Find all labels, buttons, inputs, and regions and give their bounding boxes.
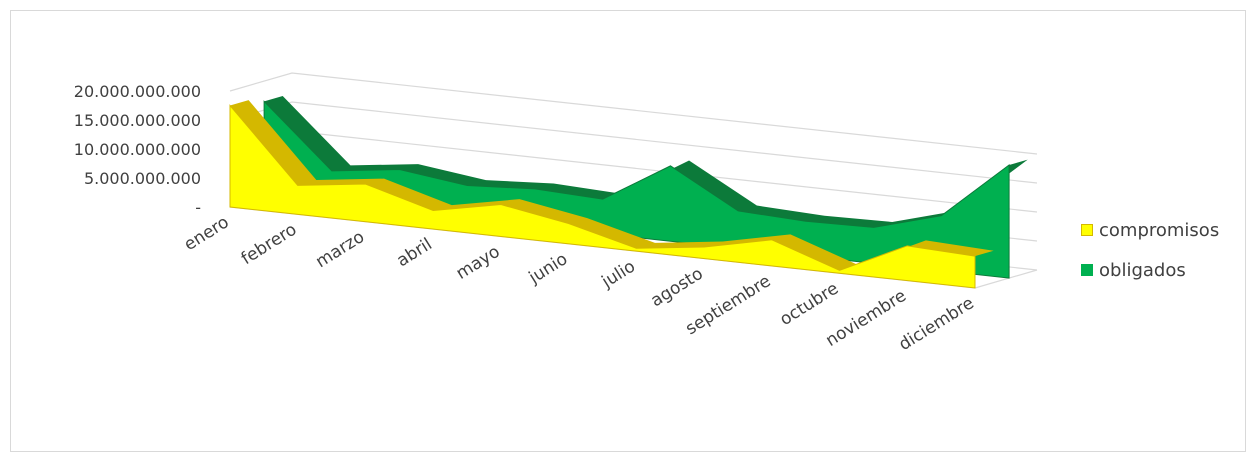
x-category-label: mayo	[453, 242, 504, 284]
x-category-label: agosto	[647, 264, 706, 311]
legend-label-compromisos: compromisos	[1099, 219, 1220, 241]
x-category-label: junio	[525, 249, 572, 288]
x-category-label: marzo	[312, 227, 368, 272]
legend-label-obligados: obligados	[1099, 259, 1186, 281]
chart-frame: 20.000.000.000 15.000.000.000 10.000.000.0…	[10, 10, 1246, 452]
y-tick-label: -	[195, 198, 201, 217]
legend-swatch-obligados	[1081, 264, 1093, 276]
y-tick-label: 5.000.000.000	[84, 169, 201, 188]
legend-swatch-compromisos	[1081, 224, 1093, 236]
y-tick-label: 10.000.000.000	[74, 140, 201, 159]
gridline	[229, 72, 1038, 155]
x-category-label: octubre	[776, 279, 842, 330]
series-area-obligados[interactable]	[263, 100, 1010, 279]
legend: compromisos obligados	[1081, 216, 1219, 296]
y-tick-label: 20.000.000.000	[74, 82, 201, 101]
x-category-label: enero	[181, 212, 233, 255]
legend-item-obligados[interactable]: obligados	[1081, 256, 1219, 284]
legend-item-compromisos[interactable]: compromisos	[1081, 216, 1219, 244]
y-tick-label: 15.000.000.000	[74, 111, 201, 130]
area-chart-3d: 20.000.000.000 15.000.000.000 10.000.000.0…	[74, 72, 1038, 355]
x-category-label: abril	[393, 234, 436, 271]
floor-edge	[974, 269, 1038, 289]
x-category-label: julio	[598, 256, 639, 292]
series-area-compromisos[interactable]	[229, 104, 976, 289]
x-category-label: febrero	[238, 220, 301, 269]
series-edge-compromisos	[230, 100, 994, 271]
